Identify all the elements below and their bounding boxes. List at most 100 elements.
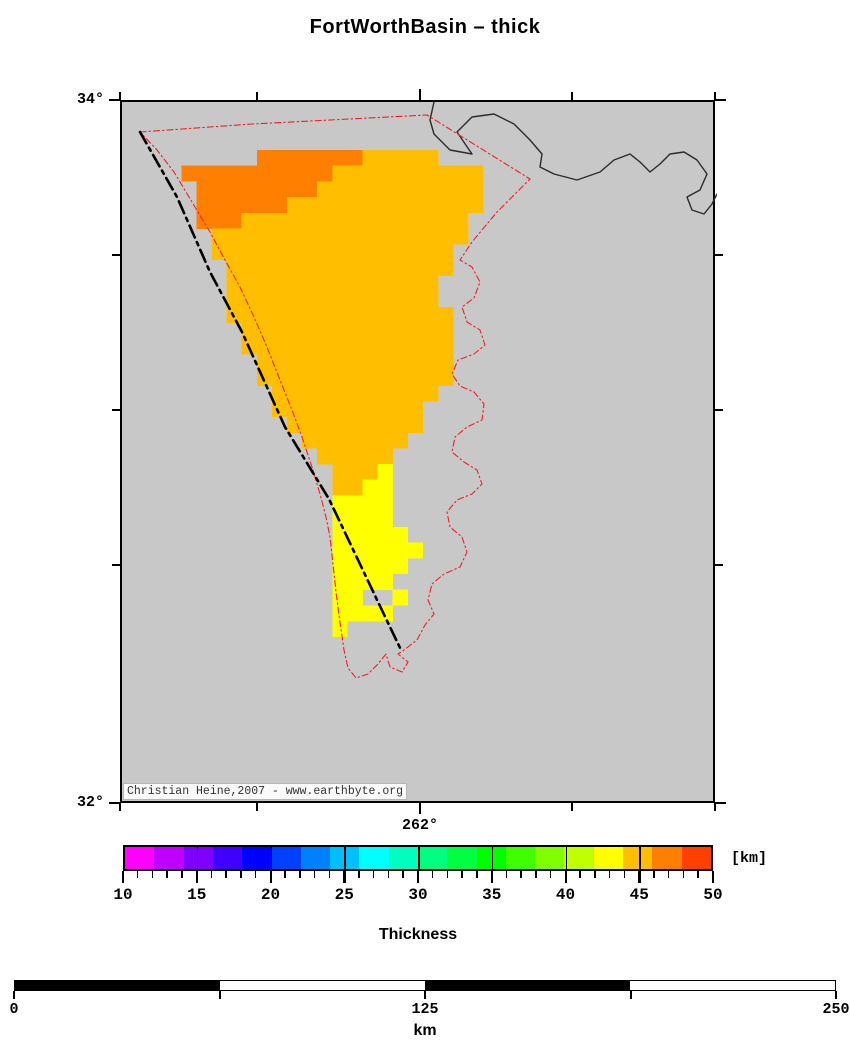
lat-tick-label: 32° — [76, 794, 104, 811]
colorbar-segment — [417, 847, 448, 869]
colorbar-tick — [151, 871, 154, 878]
lat-tick — [715, 254, 723, 257]
raster-cell-A — [271, 401, 424, 418]
lat-tick — [112, 564, 120, 567]
colorbar-tick — [136, 871, 139, 878]
colorbar-tick-label: 45 — [629, 886, 649, 904]
raster-cell-A — [241, 322, 454, 339]
colorbar-tick — [240, 871, 242, 878]
raster-cell-A — [302, 432, 409, 449]
distance-scalebar — [14, 980, 836, 991]
colorbar-tick — [623, 871, 626, 878]
scalebar-segment — [425, 981, 630, 990]
colorbar-tick-label: 30 — [408, 886, 428, 904]
colorbar-separator — [565, 845, 567, 871]
colorbar-tick — [594, 871, 596, 878]
colorbar-tick — [387, 871, 390, 878]
colorbar-segment — [447, 847, 477, 869]
colorbar-tick — [682, 871, 685, 878]
raster-cell-O — [181, 165, 333, 182]
colorbar-tick — [284, 871, 286, 878]
raster-cell-A — [287, 416, 424, 433]
colorbar-tick — [210, 871, 213, 878]
raster-cell-Y — [332, 495, 393, 512]
lon-tick — [119, 92, 122, 100]
raster-cell-A — [332, 479, 363, 496]
map-frame: Christian Heine,2007 - www.earthbyte.org — [120, 100, 717, 803]
raster-cell-A — [241, 212, 469, 229]
raster-cell-A — [332, 464, 378, 480]
colorbar-segment — [505, 847, 536, 869]
scalebar-segment — [630, 981, 835, 990]
raster-cell-A — [362, 150, 439, 166]
raster-cell-O — [196, 212, 242, 229]
lon-tick-label: 262° — [401, 817, 438, 834]
colorbar-tick — [195, 871, 199, 883]
raster-cell-A — [226, 291, 439, 308]
colorbar-tick — [520, 871, 522, 878]
colorbar-tick — [476, 871, 478, 878]
colorbar-tick — [431, 871, 434, 878]
colorbar-separator — [639, 845, 641, 871]
lon-tick — [119, 803, 122, 811]
raster-cell-A — [226, 307, 454, 323]
fault-line-path — [138, 130, 404, 654]
scalebar-tick — [218, 991, 221, 999]
colorbar-segment — [212, 847, 243, 869]
colorbar-tick — [490, 871, 494, 883]
raster-cell-Y — [332, 511, 393, 528]
basin-outline-path — [139, 114, 531, 679]
lon-tick — [571, 803, 574, 811]
lat-tick-label: 34° — [76, 91, 104, 108]
colorbar-tick-label: 25 — [334, 886, 354, 904]
colorbar-tick — [653, 871, 655, 878]
colorbar-segment — [359, 847, 389, 869]
lon-tick — [256, 92, 259, 100]
colorbar-tick — [343, 871, 346, 883]
raster-cell-A — [241, 338, 454, 355]
lat-tick — [715, 99, 726, 102]
colorbar-tick — [446, 871, 449, 878]
raster-cell-A — [226, 259, 454, 276]
raster-cell-Y — [332, 558, 409, 575]
colorbar-tick — [461, 871, 463, 878]
lon-tick — [419, 89, 422, 100]
raster-cell-A — [211, 244, 454, 261]
raster-cell-A — [287, 197, 484, 214]
colorbar-title: Thickness — [378, 926, 458, 943]
map-canvas — [138, 102, 717, 679]
lat-tick — [715, 564, 723, 567]
colorbar-tick — [638, 871, 641, 883]
colorbar-segment — [564, 847, 594, 869]
scalebar-segment — [15, 981, 220, 990]
colorbar-separator — [344, 845, 346, 871]
lon-tick — [571, 92, 574, 100]
raster-cell-A — [271, 385, 439, 402]
raster-cell-Y — [392, 589, 409, 606]
attribution-label: Christian Heine,2007 - www.earthbyte.org — [123, 783, 408, 800]
scalebar-tick-label: 125 — [411, 1001, 439, 1018]
scalebar-segment — [220, 981, 425, 990]
colorbar-tick — [549, 871, 552, 878]
colorbar-separator — [270, 845, 272, 871]
raster-cell-A — [332, 165, 484, 182]
scalebar-tick — [629, 991, 632, 999]
colorbar-tick-label: 15 — [187, 886, 207, 904]
colorbar-segment — [623, 847, 653, 869]
raster-cell-Y — [332, 589, 363, 606]
lon-tick — [419, 803, 422, 814]
colorbar-segment — [476, 847, 506, 869]
colorbar-tick — [313, 871, 316, 878]
raster-cell-A — [226, 275, 439, 292]
lat-tick — [112, 254, 120, 257]
raster-cell-A — [256, 369, 454, 386]
lon-tick — [714, 92, 717, 100]
colorbar-segment — [154, 847, 184, 869]
colorbar-unit-label: [km] — [731, 850, 768, 867]
colorbar-tick-label: 40 — [555, 886, 576, 904]
colorbar-tick — [697, 871, 699, 878]
lat-tick — [109, 99, 120, 102]
colorbar-separator — [196, 845, 199, 871]
lat-tick — [715, 802, 726, 805]
